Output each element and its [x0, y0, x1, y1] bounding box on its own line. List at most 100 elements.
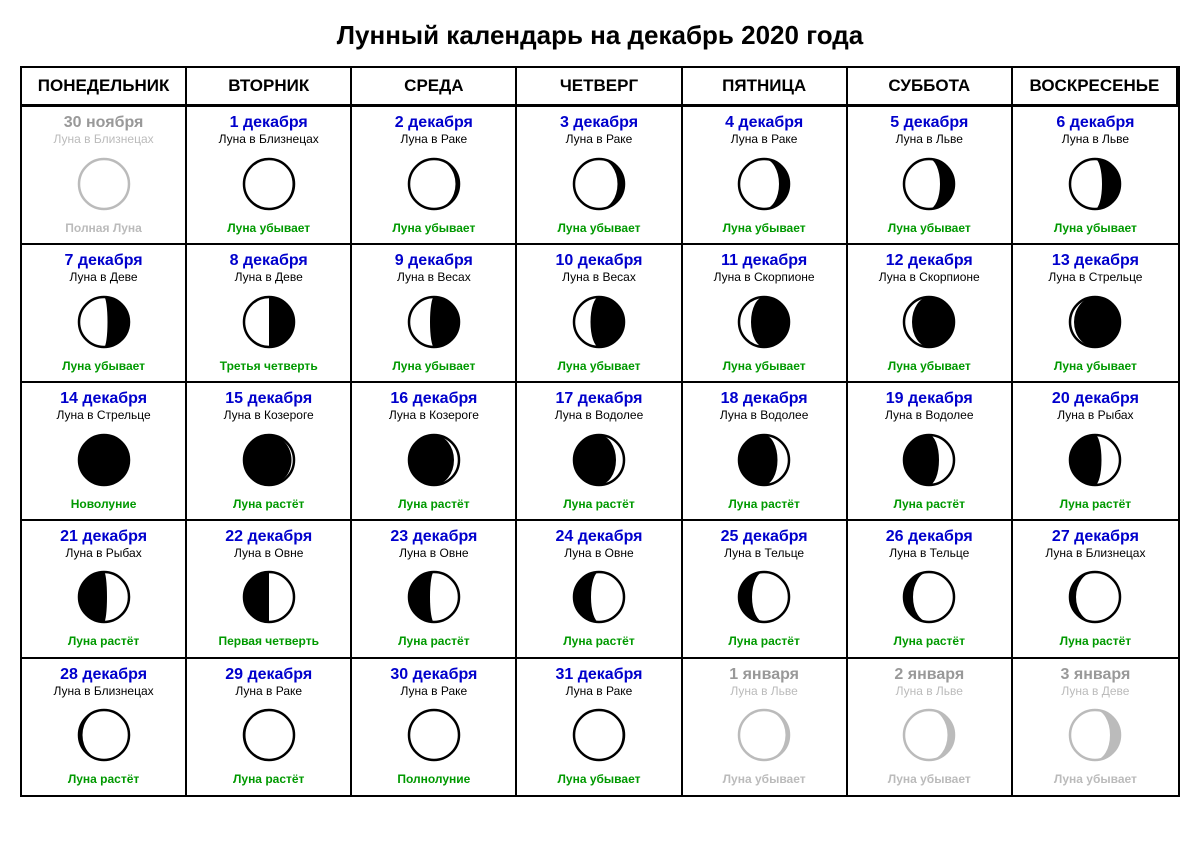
- day-cell: 11 декабряЛуна в Скорпионе Луна убывает: [683, 245, 848, 383]
- moon-phase-icon: [77, 702, 131, 768]
- date-label: 8 декабря: [230, 251, 308, 270]
- moon-phase-icon: [77, 427, 131, 493]
- day-cell: 3 январяЛуна в Деве Луна убывает: [1013, 659, 1178, 795]
- day-cell: 20 декабряЛуна в Рыбах Луна растёт: [1013, 383, 1178, 521]
- phase-label: Луна растёт: [563, 634, 634, 648]
- day-cell: 3 декабряЛуна в Раке Луна убывает: [517, 107, 682, 245]
- zodiac-label: Луна в Овне: [399, 546, 468, 560]
- moon-phase-icon: [737, 702, 791, 768]
- day-cell: 26 декабряЛуна в Тельце Луна растёт: [848, 521, 1013, 659]
- zodiac-label: Луна в Раке: [566, 684, 633, 698]
- phase-label: Луна убывает: [723, 221, 806, 235]
- zodiac-label: Луна в Рыбах: [65, 546, 141, 560]
- weekday-header: СРЕДА: [352, 68, 517, 107]
- zodiac-label: Луна в Тельце: [724, 546, 804, 560]
- weekday-header: ВОСКРЕСЕНЬЕ: [1013, 68, 1178, 107]
- zodiac-label: Луна в Раке: [566, 132, 633, 146]
- date-label: 5 декабря: [890, 113, 968, 132]
- day-cell: 1 январяЛуна в Льве Луна убывает: [683, 659, 848, 795]
- zodiac-label: Луна в Раке: [401, 132, 468, 146]
- moon-phase-icon: [242, 564, 296, 630]
- date-label: 16 декабря: [390, 389, 477, 408]
- zodiac-label: Луна в Стрельце: [57, 408, 151, 422]
- phase-label: Луна растёт: [1060, 497, 1131, 511]
- zodiac-label: Луна в Близнецах: [53, 684, 153, 698]
- zodiac-label: Луна в Деве: [70, 270, 138, 284]
- moon-phase-icon: [737, 289, 791, 355]
- phase-label: Луна убывает: [392, 221, 475, 235]
- zodiac-label: Луна в Стрельце: [1048, 270, 1142, 284]
- day-cell: 2 январяЛуна в Льве Луна убывает: [848, 659, 1013, 795]
- zodiac-label: Луна в Близнецах: [219, 132, 319, 146]
- day-cell: 2 декабряЛуна в Раке Луна убывает: [352, 107, 517, 245]
- day-cell: 1 декабряЛуна в Близнецах Луна убывает: [187, 107, 352, 245]
- phase-label: Новолуние: [71, 497, 137, 511]
- zodiac-label: Луна в Раке: [235, 684, 302, 698]
- moon-phase-icon: [77, 564, 131, 630]
- day-cell: 16 декабряЛуна в Козероге Луна растёт: [352, 383, 517, 521]
- day-cell: 18 декабряЛуна в Водолее Луна растёт: [683, 383, 848, 521]
- phase-label: Третья четверть: [220, 359, 318, 373]
- calendar-grid: ПОНЕДЕЛЬНИКВТОРНИКСРЕДАЧЕТВЕРГПЯТНИЦАСУБ…: [20, 66, 1180, 797]
- weekday-header: ПОНЕДЕЛЬНИК: [22, 68, 187, 107]
- moon-phase-icon: [572, 564, 626, 630]
- date-label: 26 декабря: [886, 527, 973, 546]
- phase-label: Луна растёт: [68, 772, 139, 786]
- zodiac-label: Луна в Льве: [1062, 132, 1129, 146]
- day-cell: 30 ноябряЛуна в БлизнецахПолная Луна: [22, 107, 187, 245]
- moon-phase-icon: [572, 289, 626, 355]
- date-label: 23 декабря: [390, 527, 477, 546]
- day-cell: 24 декабряЛуна в Овне Луна растёт: [517, 521, 682, 659]
- phase-label: Полнолуние: [397, 772, 470, 786]
- zodiac-label: Луна в Льве: [896, 684, 963, 698]
- day-cell: 21 декабряЛуна в Рыбах Луна растёт: [22, 521, 187, 659]
- day-cell: 17 декабряЛуна в Водолее Луна растёт: [517, 383, 682, 521]
- moon-phase-icon: [902, 702, 956, 768]
- phase-label: Луна убывает: [558, 772, 641, 786]
- date-label: 30 ноября: [64, 113, 144, 132]
- date-label: 3 января: [1061, 665, 1131, 684]
- day-cell: 28 декабряЛуна в Близнецах Луна растёт: [22, 659, 187, 795]
- zodiac-label: Луна в Скорпионе: [714, 270, 815, 284]
- moon-phase-icon: [902, 289, 956, 355]
- date-label: 27 декабря: [1052, 527, 1139, 546]
- moon-phase-icon: [572, 427, 626, 493]
- day-cell: 23 декабряЛуна в Овне Луна растёт: [352, 521, 517, 659]
- moon-phase-icon: [572, 702, 626, 768]
- moon-phase-icon: [1068, 427, 1122, 493]
- day-cell: 14 декабряЛуна в СтрельцеНоволуние: [22, 383, 187, 521]
- date-label: 28 декабря: [60, 665, 147, 684]
- date-label: 21 декабря: [60, 527, 147, 546]
- date-label: 3 декабря: [560, 113, 638, 132]
- day-cell: 7 декабряЛуна в Деве Луна убывает: [22, 245, 187, 383]
- day-cell: 22 декабряЛуна в Овне Первая четверть: [187, 521, 352, 659]
- moon-phase-icon: [77, 289, 131, 355]
- day-cell: 25 декабряЛуна в Тельце Луна растёт: [683, 521, 848, 659]
- moon-phase-icon: [407, 564, 461, 630]
- zodiac-label: Луна в Водолее: [555, 408, 644, 422]
- date-label: 7 декабря: [65, 251, 143, 270]
- date-label: 4 декабря: [725, 113, 803, 132]
- date-label: 10 декабря: [556, 251, 643, 270]
- day-cell: 31 декабряЛуна в Раке Луна убывает: [517, 659, 682, 795]
- zodiac-label: Луна в Деве: [1061, 684, 1129, 698]
- phase-label: Луна убывает: [1054, 772, 1137, 786]
- phase-label: Луна растёт: [398, 497, 469, 511]
- phase-label: Первая четверть: [218, 634, 319, 648]
- moon-phase-icon: [1068, 564, 1122, 630]
- moon-phase-icon: [737, 427, 791, 493]
- zodiac-label: Луна в Близнецах: [53, 132, 153, 146]
- phase-label: Луна убывает: [888, 221, 971, 235]
- zodiac-label: Луна в Рыбах: [1057, 408, 1133, 422]
- zodiac-label: Луна в Водолее: [885, 408, 974, 422]
- phase-label: Луна растёт: [233, 497, 304, 511]
- zodiac-label: Луна в Раке: [401, 684, 468, 698]
- date-label: 6 декабря: [1056, 113, 1134, 132]
- phase-label: Луна растёт: [894, 497, 965, 511]
- weekday-header: СУББОТА: [848, 68, 1013, 107]
- zodiac-label: Луна в Тельце: [889, 546, 969, 560]
- weekday-header: ПЯТНИЦА: [683, 68, 848, 107]
- date-label: 11 декабря: [721, 251, 807, 270]
- phase-label: Луна растёт: [1060, 634, 1131, 648]
- date-label: 2 января: [894, 665, 964, 684]
